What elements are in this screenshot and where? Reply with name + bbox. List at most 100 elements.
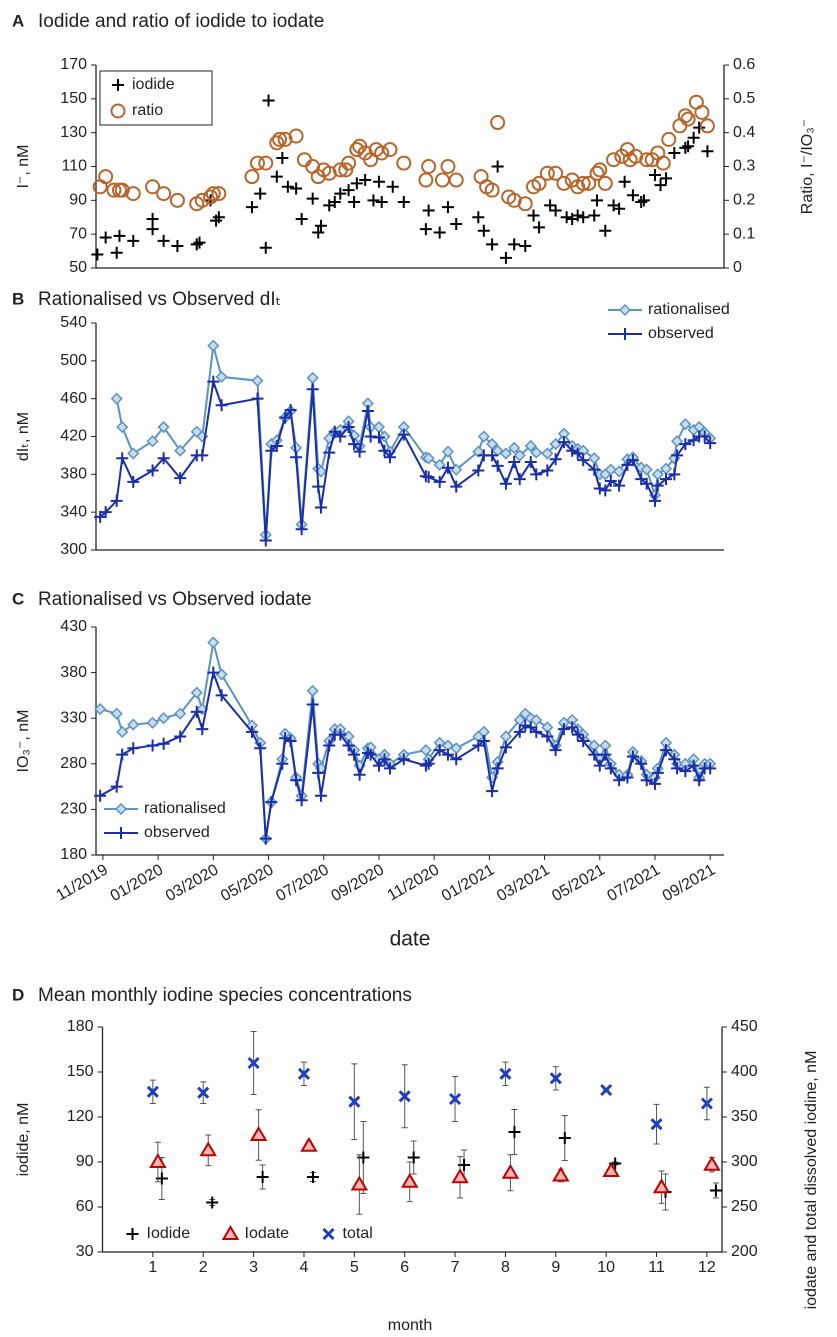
marker-diamond xyxy=(114,802,128,816)
marker-plus xyxy=(591,194,604,207)
y-tick-label: 30 xyxy=(76,1243,94,1260)
y2-tick-label: 450 xyxy=(731,1018,758,1035)
y-tick-label: 330 xyxy=(60,709,87,726)
marker-plus xyxy=(508,456,521,469)
marker-plus xyxy=(127,742,140,755)
marker-plus xyxy=(682,140,695,153)
marker-plus xyxy=(259,534,272,547)
series-line xyxy=(99,381,711,541)
marker-circle xyxy=(106,182,122,198)
marker-circle xyxy=(581,175,597,191)
marker-plus xyxy=(635,757,648,770)
marker-circle xyxy=(694,104,710,120)
marker-circle xyxy=(418,172,434,188)
marker-plus xyxy=(91,248,104,261)
marker-diamond xyxy=(146,435,159,448)
y-tick-label: 90 xyxy=(69,192,87,209)
marker-plus xyxy=(549,744,562,757)
marker-x xyxy=(700,1097,713,1110)
marker-plus xyxy=(533,221,546,234)
marker-diamond xyxy=(306,684,319,697)
marker-circle xyxy=(517,196,533,212)
x-tick-label: 9 xyxy=(551,1259,560,1276)
legend-label: ratio xyxy=(132,102,163,119)
marker-plus xyxy=(314,789,327,802)
marker-plus xyxy=(557,436,570,449)
marker-plus xyxy=(571,209,584,222)
marker-triangle xyxy=(552,1166,570,1182)
x-axis-label: date xyxy=(390,928,431,951)
marker-plus xyxy=(704,437,717,450)
marker-plus xyxy=(254,742,267,755)
marker-plus xyxy=(146,739,159,752)
marker-circle xyxy=(269,135,285,151)
x-tick-label: 4 xyxy=(300,1259,309,1276)
chart-title: Rationalised vs Observed dIₜ xyxy=(38,289,281,310)
marker-plus xyxy=(679,438,692,451)
marker-circle xyxy=(597,175,613,191)
marker-plus xyxy=(613,202,626,215)
y-tick-label: 380 xyxy=(60,466,87,483)
y-tick-label: 340 xyxy=(60,503,87,520)
marker-plus xyxy=(157,737,170,750)
marker-plus xyxy=(206,1196,219,1209)
marker-diamond xyxy=(215,370,228,383)
marker-plus xyxy=(635,196,648,209)
x-tick-label: 07/2021 xyxy=(605,861,664,905)
marker-plus xyxy=(407,1151,420,1164)
marker-circle xyxy=(639,152,655,168)
marker-plus xyxy=(687,759,700,772)
marker-plus xyxy=(648,777,661,790)
marker-diamond xyxy=(671,435,684,448)
marker-plus xyxy=(312,480,325,493)
marker-plus xyxy=(383,762,396,775)
marker-plus xyxy=(660,473,673,486)
marker-plus xyxy=(621,771,634,784)
marker-plus xyxy=(113,229,126,242)
marker-plus xyxy=(112,79,124,91)
marker-plus xyxy=(472,211,485,224)
marker-circle xyxy=(699,118,715,134)
marker-circle xyxy=(272,131,288,147)
marker-triangle xyxy=(300,1136,318,1152)
marker-plus xyxy=(472,464,485,477)
marker-plus xyxy=(693,121,706,134)
y2-tick-label: 200 xyxy=(731,1243,758,1260)
marker-circle xyxy=(484,182,500,198)
y2-axis-label: Ratio, I⁻/IO₃⁻ xyxy=(799,119,816,214)
marker-circle xyxy=(244,169,260,185)
marker-plus xyxy=(279,411,292,424)
marker-diamond xyxy=(613,465,626,478)
marker-plus xyxy=(350,177,363,190)
marker-plus xyxy=(215,689,228,702)
marker-plus xyxy=(116,452,129,465)
x-tick-label: 10 xyxy=(597,1259,615,1276)
legend-label: rationalised xyxy=(648,301,730,318)
marker-circle xyxy=(203,189,219,205)
y-tick-label: 460 xyxy=(60,390,87,407)
y2-tick-label: 0.3 xyxy=(733,158,755,175)
chart-title: Rationalised vs Observed iodate xyxy=(38,589,312,610)
marker-plus xyxy=(254,187,267,200)
marker-plus xyxy=(207,375,220,388)
marker-plus xyxy=(386,180,399,193)
marker-circle xyxy=(440,159,456,174)
marker-circle xyxy=(680,111,696,127)
marker-circle xyxy=(548,165,564,181)
marker-circle xyxy=(341,155,357,171)
marker-plus xyxy=(701,145,714,158)
marker-circle xyxy=(539,165,555,181)
legend-label: Iodate xyxy=(245,1225,290,1242)
marker-plus xyxy=(99,506,112,519)
marker-plus xyxy=(290,182,303,195)
marker-plus xyxy=(491,160,504,173)
marker-plus xyxy=(279,732,292,745)
x-tick-label: 6 xyxy=(400,1259,409,1276)
x-axis-label: month xyxy=(388,1317,432,1334)
marker-plus xyxy=(348,748,361,761)
marker-diamond xyxy=(146,716,159,729)
marker-circle xyxy=(288,128,304,144)
marker-plus xyxy=(577,454,590,467)
marker-plus xyxy=(146,223,159,236)
marker-plus xyxy=(486,785,499,798)
